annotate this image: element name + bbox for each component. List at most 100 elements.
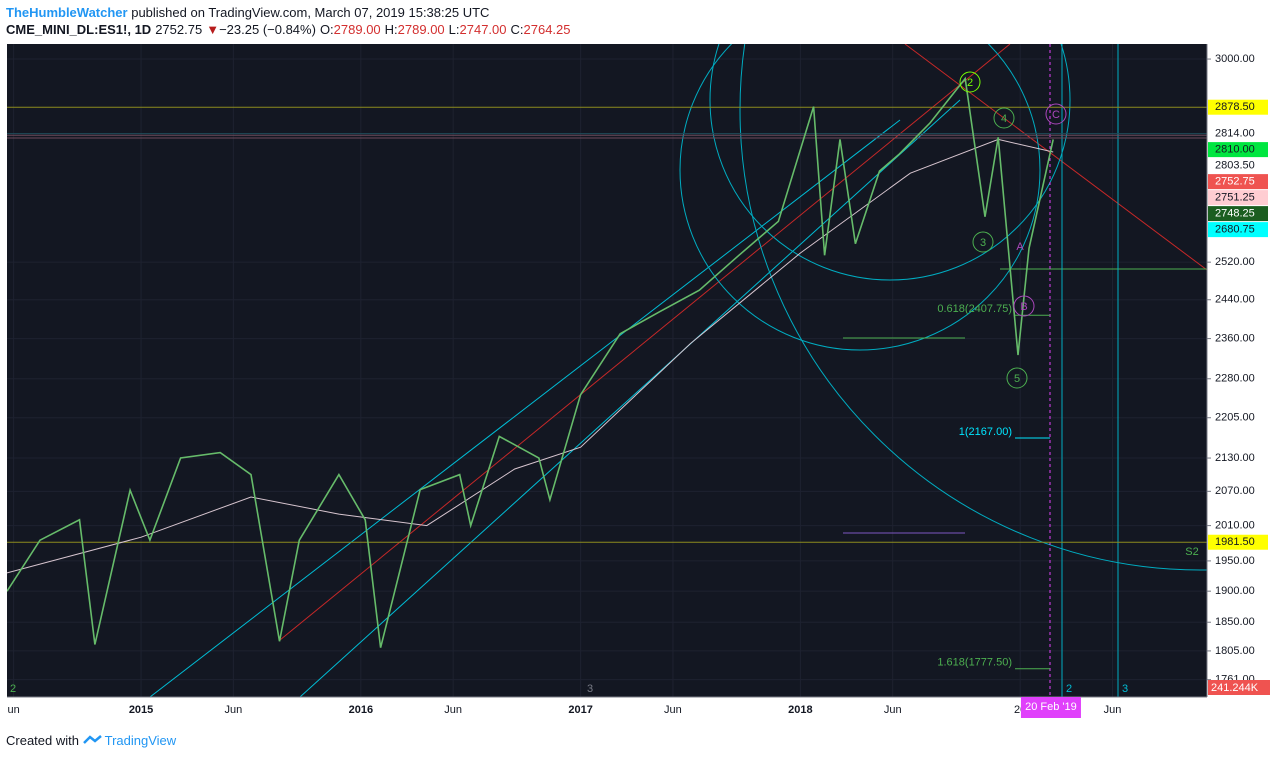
published: published on TradingView.com, March 07, … xyxy=(131,5,490,20)
price-label: 1981.50 xyxy=(1215,536,1255,548)
quote-line: CME_MINI_DL:ES1!, 1D 2752.75 ▼−23.25 (−0.8… xyxy=(6,21,575,38)
quote-item: −23.25 (−0.84%) xyxy=(219,22,316,37)
wave-circle xyxy=(1006,367,1028,389)
wave-circle xyxy=(1045,103,1067,125)
y-tick-label: 1850.00 xyxy=(1215,616,1255,628)
y-tick-label: 2070.00 xyxy=(1215,485,1255,497)
created: Created with xyxy=(6,733,79,748)
price-label: 2680.75 xyxy=(1215,224,1255,236)
price-label-box xyxy=(1208,99,1268,115)
quote-item: L: xyxy=(448,22,460,37)
drawings xyxy=(149,44,1207,697)
fib-label: 1.618(1777.50) xyxy=(937,657,1012,669)
price-line-series xyxy=(7,76,1054,648)
y-tick-label: 2205.00 xyxy=(1215,412,1255,424)
fib-label: 1(2167.00) xyxy=(959,426,1012,438)
y-tick-label: 2520.00 xyxy=(1215,256,1255,268)
x-tick-label: 2018 xyxy=(788,704,812,716)
x-tick-label: Jun xyxy=(1104,704,1122,716)
circle xyxy=(709,44,1071,281)
price-label: 2814.00 xyxy=(1215,128,1255,140)
wave-circle xyxy=(972,231,994,253)
price-label-box xyxy=(1208,174,1268,190)
annotation: A xyxy=(1016,241,1024,253)
channel-line xyxy=(149,119,901,697)
grid xyxy=(7,44,1207,697)
brand[interactable]: TradingView xyxy=(104,733,177,748)
price-label: 2748.25 xyxy=(1215,208,1255,220)
quote-item: C: xyxy=(510,22,524,37)
price-label: 2751.25 xyxy=(1215,192,1255,204)
annotation: 3 xyxy=(980,237,986,249)
circle xyxy=(679,44,1041,351)
price-line-series xyxy=(7,138,1054,574)
author[interactable]: TheHumbleWatcher xyxy=(6,5,128,20)
x-highlight-box xyxy=(1020,697,1081,718)
y-tick-label: 2360.00 xyxy=(1215,332,1255,344)
annotation: 3 xyxy=(587,683,593,695)
annotation: C xyxy=(1052,109,1060,121)
quote-item: H: xyxy=(384,22,398,37)
publish-line: TheHumbleWatcher published on TradingVie… xyxy=(6,4,575,21)
quote-item: 2789.00 xyxy=(333,22,381,37)
annotation: 2 xyxy=(10,683,16,695)
y-tick-label: 2010.00 xyxy=(1215,520,1255,532)
logo xyxy=(82,735,102,744)
price-label-box xyxy=(1208,142,1268,158)
header: TheHumbleWatcher published on TradingVie… xyxy=(6,4,575,38)
y-tick-label: 3000.00 xyxy=(1215,53,1255,65)
x-tick-label: Jun xyxy=(884,704,902,716)
quote-item: O: xyxy=(319,22,334,37)
x-highlight-label: 20 Feb '19 xyxy=(1025,701,1077,713)
volume-label-box xyxy=(1208,680,1270,695)
y-tick-label: 2280.00 xyxy=(1215,373,1255,385)
quote-item: 2789.00 xyxy=(397,22,445,37)
x-tick-label: Jun xyxy=(224,704,242,716)
price-label: 2752.75 xyxy=(1215,176,1255,188)
price-label-box xyxy=(1208,158,1268,174)
x-tick-label: un xyxy=(7,704,19,716)
annotation: S2 xyxy=(1185,546,1198,558)
y-tick-label: 1950.00 xyxy=(1215,555,1255,567)
series-layer: 0.618(2407.75) 1(2167.00) 1.618(1777.50) 2 3… xyxy=(7,71,1207,695)
price-label-box xyxy=(1208,206,1268,222)
quote-item: 2764.25 xyxy=(523,22,571,37)
price-label: 2810.00 xyxy=(1215,144,1255,156)
annotation: B xyxy=(1020,301,1027,313)
wave-circle xyxy=(1013,295,1035,317)
x-tick-label: 2015 xyxy=(129,704,153,716)
x-tick-label: 2017 xyxy=(568,704,592,716)
quote-item: CME_MINI_DL:ES1!, 1D xyxy=(6,22,152,37)
volume-label: 241.244K xyxy=(1211,682,1259,694)
channel-line xyxy=(299,99,961,697)
footer: Created with TradingView xyxy=(6,733,176,748)
annotation: 2 xyxy=(1066,683,1072,695)
x-tick-label: Jun xyxy=(444,704,462,716)
price-label-box xyxy=(1208,534,1268,550)
annotation: 4 xyxy=(1001,113,1007,125)
price-label-box xyxy=(1208,190,1268,206)
annotation: 3 xyxy=(1122,683,1128,695)
trend-line xyxy=(904,44,1207,271)
y-tick-label: 1900.00 xyxy=(1215,585,1255,597)
quote-item: 2747.00 xyxy=(459,22,507,37)
trend-line xyxy=(279,44,1011,641)
price-label-box xyxy=(1208,126,1268,142)
quote-item: ▼ xyxy=(206,22,220,37)
x-tick-label: Jun xyxy=(664,704,682,716)
wave-circle xyxy=(993,107,1015,129)
price-label: 2878.50 xyxy=(1215,101,1255,113)
price-label: 2803.50 xyxy=(1215,160,1255,172)
x-tick-label: 2016 xyxy=(349,704,373,716)
price-label-box xyxy=(1208,222,1268,238)
annotation: 5 xyxy=(1014,373,1020,385)
circle xyxy=(739,44,1207,571)
annotation: 2 xyxy=(967,77,973,89)
y-tick-label: 2440.00 xyxy=(1215,294,1255,306)
plot-area xyxy=(7,44,1207,697)
quote-item: 2752.75 xyxy=(155,22,203,37)
y-tick-label: 2130.00 xyxy=(1215,452,1255,464)
y-tick-label: 1805.00 xyxy=(1215,645,1255,657)
chart: 0.618(2407.75)1(2167.00)1.618(1777.50)23… xyxy=(7,44,1270,718)
